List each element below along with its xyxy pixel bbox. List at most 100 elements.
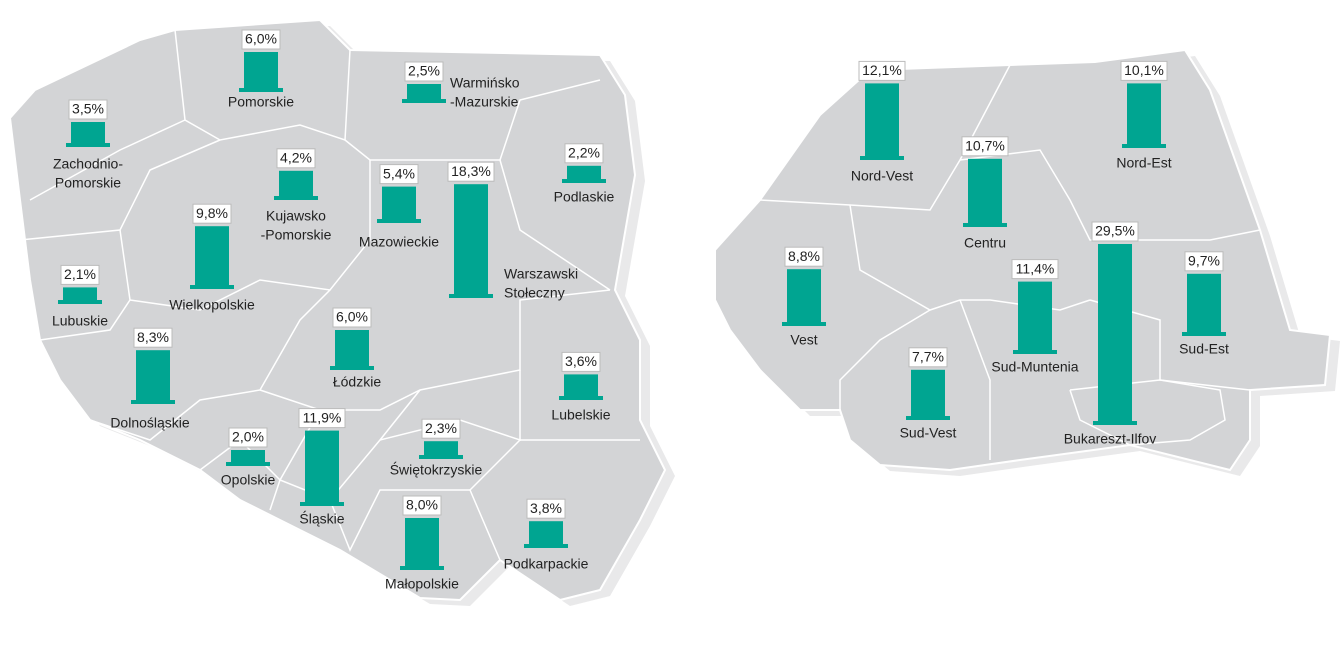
region-border <box>19 139 221 241</box>
region-name: Opolskie <box>221 472 276 488</box>
region-border <box>29 119 186 201</box>
region-name: Zachodnio- <box>53 156 123 172</box>
bar <box>564 374 598 396</box>
region-name: Warmińsko <box>450 75 520 91</box>
value-label: 9,7% <box>1188 253 1220 269</box>
bar-base <box>226 462 270 466</box>
region-name: Sud-Est <box>1179 341 1229 357</box>
value-label-box <box>60 264 100 285</box>
value-label-box <box>908 347 948 368</box>
region-border <box>959 299 991 460</box>
bar-base <box>190 285 234 289</box>
value-label: 3,6% <box>565 353 597 369</box>
bar-base <box>377 219 421 223</box>
value-label: 11,9% <box>303 409 342 425</box>
bar <box>1127 83 1161 144</box>
region-name: Lubuskie <box>52 313 108 329</box>
value-label-box <box>1091 221 1139 242</box>
value-label: 9,8% <box>196 205 228 221</box>
region-border <box>329 489 501 561</box>
value-label-box <box>228 427 268 448</box>
value-label-box <box>332 307 372 328</box>
bar-base <box>906 416 950 420</box>
region-name: Podkarpackie <box>504 556 589 572</box>
value-label: 5,4% <box>383 165 415 181</box>
bar <box>405 518 439 566</box>
region-name: Dolnośląskie <box>110 415 190 431</box>
region-name: Bukareszt-Ilfov <box>1064 431 1157 447</box>
bar <box>567 165 601 179</box>
bar <box>136 350 170 400</box>
bar <box>787 269 821 322</box>
region-name: Sud-Vest <box>900 425 957 441</box>
value-label-box <box>1011 259 1059 280</box>
bar <box>968 158 1002 223</box>
bar <box>195 226 229 285</box>
value-label-box <box>447 161 495 182</box>
bar-base <box>400 566 444 570</box>
value-label: 6,0% <box>245 31 277 47</box>
bar-base <box>66 143 110 147</box>
region-name: Pomorskie <box>55 175 121 191</box>
value-label-box <box>1184 251 1224 272</box>
region-name: Małopolskie <box>385 576 459 592</box>
value-label-box <box>961 136 1009 157</box>
bar-base <box>419 455 463 459</box>
region-name: Lubelskie <box>551 407 610 423</box>
value-label: 8,3% <box>137 329 169 345</box>
value-label: 8,8% <box>788 248 820 264</box>
value-label-box <box>402 495 442 516</box>
value-label: 6,0% <box>336 309 368 325</box>
region-name: Stołeczny <box>504 285 565 301</box>
region-name: -Mazurskie <box>450 94 519 110</box>
bar <box>305 430 339 502</box>
region-name: Śląskie <box>299 510 344 527</box>
value-label: 2,5% <box>408 63 440 79</box>
bar-base <box>1013 350 1057 354</box>
bar-base <box>1093 421 1137 425</box>
region-name: Łódzkie <box>333 374 381 390</box>
region-name: Kujawsko <box>266 208 326 224</box>
value-label: 3,8% <box>530 500 562 516</box>
value-label-box <box>784 246 824 267</box>
value-label: 4,2% <box>280 150 312 166</box>
bar <box>382 186 416 219</box>
value-label-box <box>526 498 566 519</box>
bar-base <box>330 366 374 370</box>
bar-base <box>1182 332 1226 336</box>
bar <box>1187 273 1221 332</box>
bar <box>279 170 313 196</box>
value-label: 11,4% <box>1016 260 1055 276</box>
bar-base <box>782 322 826 326</box>
value-label: 2,1% <box>64 266 96 282</box>
region-name: Centru <box>964 235 1006 251</box>
value-label: 3,5% <box>72 101 104 117</box>
bar <box>71 122 105 143</box>
bar-base <box>562 179 606 183</box>
bar <box>529 521 563 544</box>
value-label: 8,0% <box>406 497 438 513</box>
value-label-box <box>858 60 906 81</box>
region-name: Vest <box>790 332 817 348</box>
bar-base <box>300 502 344 506</box>
region-border <box>174 29 351 142</box>
bar-base <box>402 99 446 103</box>
value-label: 2,2% <box>568 145 600 161</box>
bar-base <box>963 223 1007 227</box>
region-border <box>1069 379 1226 446</box>
bar-base <box>524 544 568 548</box>
value-label-box <box>133 327 173 348</box>
value-label-box <box>241 29 281 50</box>
value-label: 2,0% <box>232 429 264 445</box>
value-label-box <box>561 351 601 372</box>
bar-base <box>860 156 904 160</box>
bar <box>231 450 265 462</box>
bar <box>63 287 97 300</box>
bar <box>1018 281 1052 350</box>
bar-base <box>449 294 493 298</box>
region-name: Warszawski <box>504 266 578 282</box>
value-label-box <box>68 99 108 120</box>
bar <box>424 441 458 455</box>
value-label-box <box>379 164 419 185</box>
value-label-box <box>404 61 444 82</box>
